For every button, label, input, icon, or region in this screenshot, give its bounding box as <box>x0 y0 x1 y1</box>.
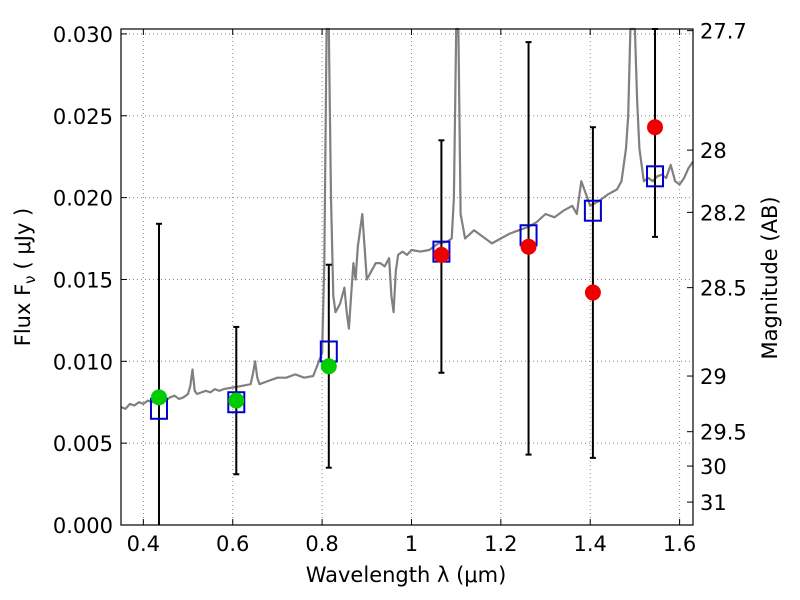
y2-tick-label-0: 27.7 <box>700 20 747 44</box>
model-box-1 <box>227 391 246 414</box>
y-axis-label-unit: ( μJy ) <box>11 208 35 270</box>
spectrum-series <box>120 27 694 410</box>
grid-lines <box>121 29 693 526</box>
y-tick-label-2: 0.010 <box>53 350 113 374</box>
y2-tick-label-7: 31 <box>700 491 727 515</box>
y2-axis-label: Magnitude (AB) <box>758 196 782 359</box>
y-tick-label-0: 0.000 <box>53 514 113 538</box>
x-tick-label-5: 1.4 <box>574 532 607 556</box>
photometry-point-6 <box>647 119 664 136</box>
x-tick-label-0: 0.4 <box>127 532 160 556</box>
spectrum-line <box>120 27 694 410</box>
y2-tick-label-1: 28 <box>700 139 727 163</box>
photometry-point-2 <box>320 358 337 375</box>
error-bars <box>155 28 659 525</box>
y2-axis-ticks: 27.7 28 28.2 28.5 29 29.5 30 31 <box>687 20 747 515</box>
y2-tick-label-5: 29.5 <box>700 421 747 445</box>
y-tick-label-6: 0.030 <box>53 23 113 47</box>
photometry-point-0 <box>150 389 167 406</box>
y-axis-label-subscript: ν <box>21 275 39 283</box>
photometry-point-4 <box>520 238 537 255</box>
model-box-6 <box>646 165 665 188</box>
x-tick-label-6: 1.6 <box>663 532 696 556</box>
photometry-point-1 <box>228 392 245 409</box>
y-axis-label-text: Flux F <box>11 284 35 346</box>
photometry-point-5 <box>584 284 601 301</box>
plot-frame <box>120 28 694 526</box>
model-box-5 <box>583 199 602 222</box>
y-axis-ticks: 0.000 0.005 0.010 0.015 0.020 0.025 0.030 <box>53 23 127 538</box>
model-boxes <box>149 165 665 420</box>
y-tick-label-5: 0.025 <box>53 105 113 129</box>
y-axis-label: Flux Fν ( μJy ) <box>11 208 39 347</box>
x-tick-label-3: 1 <box>405 532 418 556</box>
y2-tick-label-3: 28.5 <box>700 277 747 301</box>
x-tick-label-4: 1.2 <box>484 532 517 556</box>
x-tick-label-1: 0.6 <box>216 532 249 556</box>
photometry-point-3 <box>433 246 450 263</box>
x-tick-label-2: 0.8 <box>305 532 338 556</box>
y-tick-label-3: 0.015 <box>53 268 113 292</box>
y-tick-label-1: 0.005 <box>53 432 113 456</box>
photometry-points <box>150 119 664 409</box>
y2-tick-label-6: 30 <box>700 455 727 479</box>
y2-tick-label-2: 28.2 <box>700 201 747 225</box>
y2-tick-label-4: 29 <box>700 365 727 389</box>
y-tick-label-4: 0.020 <box>53 187 113 211</box>
x-axis-ticks: 0.4 0.6 0.8 1 1.2 1.4 1.6 <box>127 29 696 556</box>
x-axis-label: Wavelength λ (μm) <box>306 563 507 587</box>
